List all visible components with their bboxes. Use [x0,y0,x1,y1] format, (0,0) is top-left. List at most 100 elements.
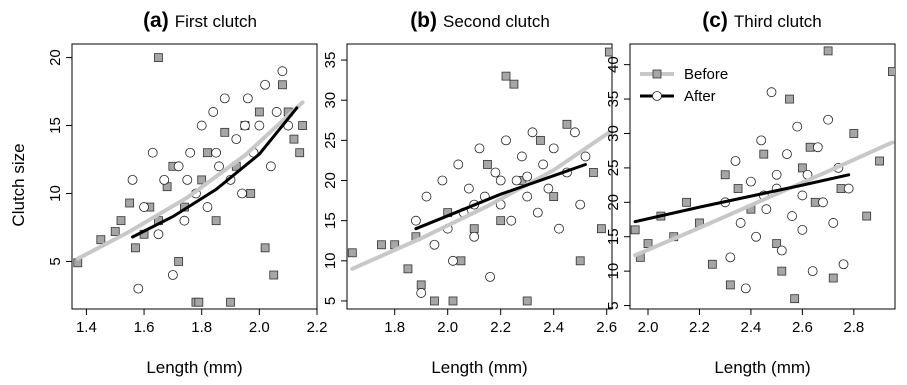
after-point [240,120,250,131]
after-point [495,175,506,186]
after-point [211,147,222,158]
after-point [490,167,501,178]
before-point [785,94,794,104]
before-point [536,135,545,145]
after-point [260,79,271,90]
before-point [496,216,506,226]
x-tick-label: 2.4 [740,319,761,336]
before-point [836,184,846,193]
after-point [271,107,282,117]
x-tick-label: 1.6 [134,319,155,336]
panel-title-text: Second clutch [443,12,550,31]
after-point [167,270,178,280]
before-point [589,168,598,177]
panel-letter: (a) [143,9,169,32]
y-tick-label: 15 [322,212,339,229]
before-point [875,156,884,166]
y-tick-label: 35 [322,52,339,69]
after-point [277,66,288,77]
after-point [127,174,138,185]
after-point [219,93,230,104]
after-point [448,255,458,266]
before-point [211,216,221,226]
before-point [720,170,730,180]
y-tick-label: 40 [605,56,622,73]
after-point [725,252,736,263]
after-point [469,231,480,242]
before-point [759,149,769,159]
after-point [474,143,485,154]
before-point [509,79,519,89]
before-point [197,175,207,185]
after-point [782,149,792,160]
after-point [501,135,511,146]
after-point [761,204,772,215]
after-point [517,151,527,162]
x-tick-label: 2.2 [490,319,511,336]
after-point [797,224,808,235]
y-tick-label: 25 [322,132,339,149]
after-fit-line [131,106,299,239]
before-point [194,297,204,307]
after-point [756,135,767,146]
after-point [265,161,276,172]
after-point [173,161,184,172]
after-point [843,183,854,194]
before-point [295,148,305,158]
after-point [730,156,741,166]
after-point [807,266,818,277]
before-point [772,239,782,249]
before-point [888,67,895,76]
before-point [430,296,439,306]
after-point [416,288,427,298]
before-point [849,129,859,138]
before-point [643,239,653,249]
after-point [792,121,803,132]
before-fit-line [633,140,895,258]
before-point [604,47,612,57]
after-point [179,215,190,226]
before-point [733,184,743,193]
before-point [805,142,815,152]
before-point [790,294,800,304]
before-point [269,270,279,280]
before-point [203,148,212,158]
before-point [116,216,126,226]
after-point [185,147,196,158]
before-point [777,266,787,276]
before-point [174,257,184,266]
before-point [125,198,135,208]
y-tick-label: 15 [47,117,64,134]
after-point [751,231,761,242]
before-point [278,80,287,90]
panel-title: (b) Second clutch [410,9,550,32]
x-tick-label: 2.6 [792,319,813,336]
before-point [110,227,120,236]
before-point [131,243,140,253]
after-point [548,143,559,154]
x-axis-title: Length (mm) [431,358,527,377]
before-point [797,163,807,173]
after-point [575,199,586,210]
before-point [154,53,163,62]
before-point [289,134,299,144]
before-point [377,240,386,250]
after-point [787,211,797,221]
legend-before-label: Before [684,66,728,83]
after-point [453,159,464,170]
after-point [522,171,533,182]
before-point [226,297,235,307]
after-point [532,207,543,218]
after-point [812,142,823,153]
legend: Before After [640,66,728,105]
y-tick-label: 10 [605,263,622,280]
before-point [862,211,872,221]
legend-after-marker [652,91,662,101]
after-point [202,202,213,212]
x-tick-label: 1.8 [384,319,405,336]
panel-title: (c) Third clutch [702,9,822,32]
before-point [522,296,532,306]
plot-frame [71,43,318,310]
x-tick-label: 2.0 [638,319,659,336]
